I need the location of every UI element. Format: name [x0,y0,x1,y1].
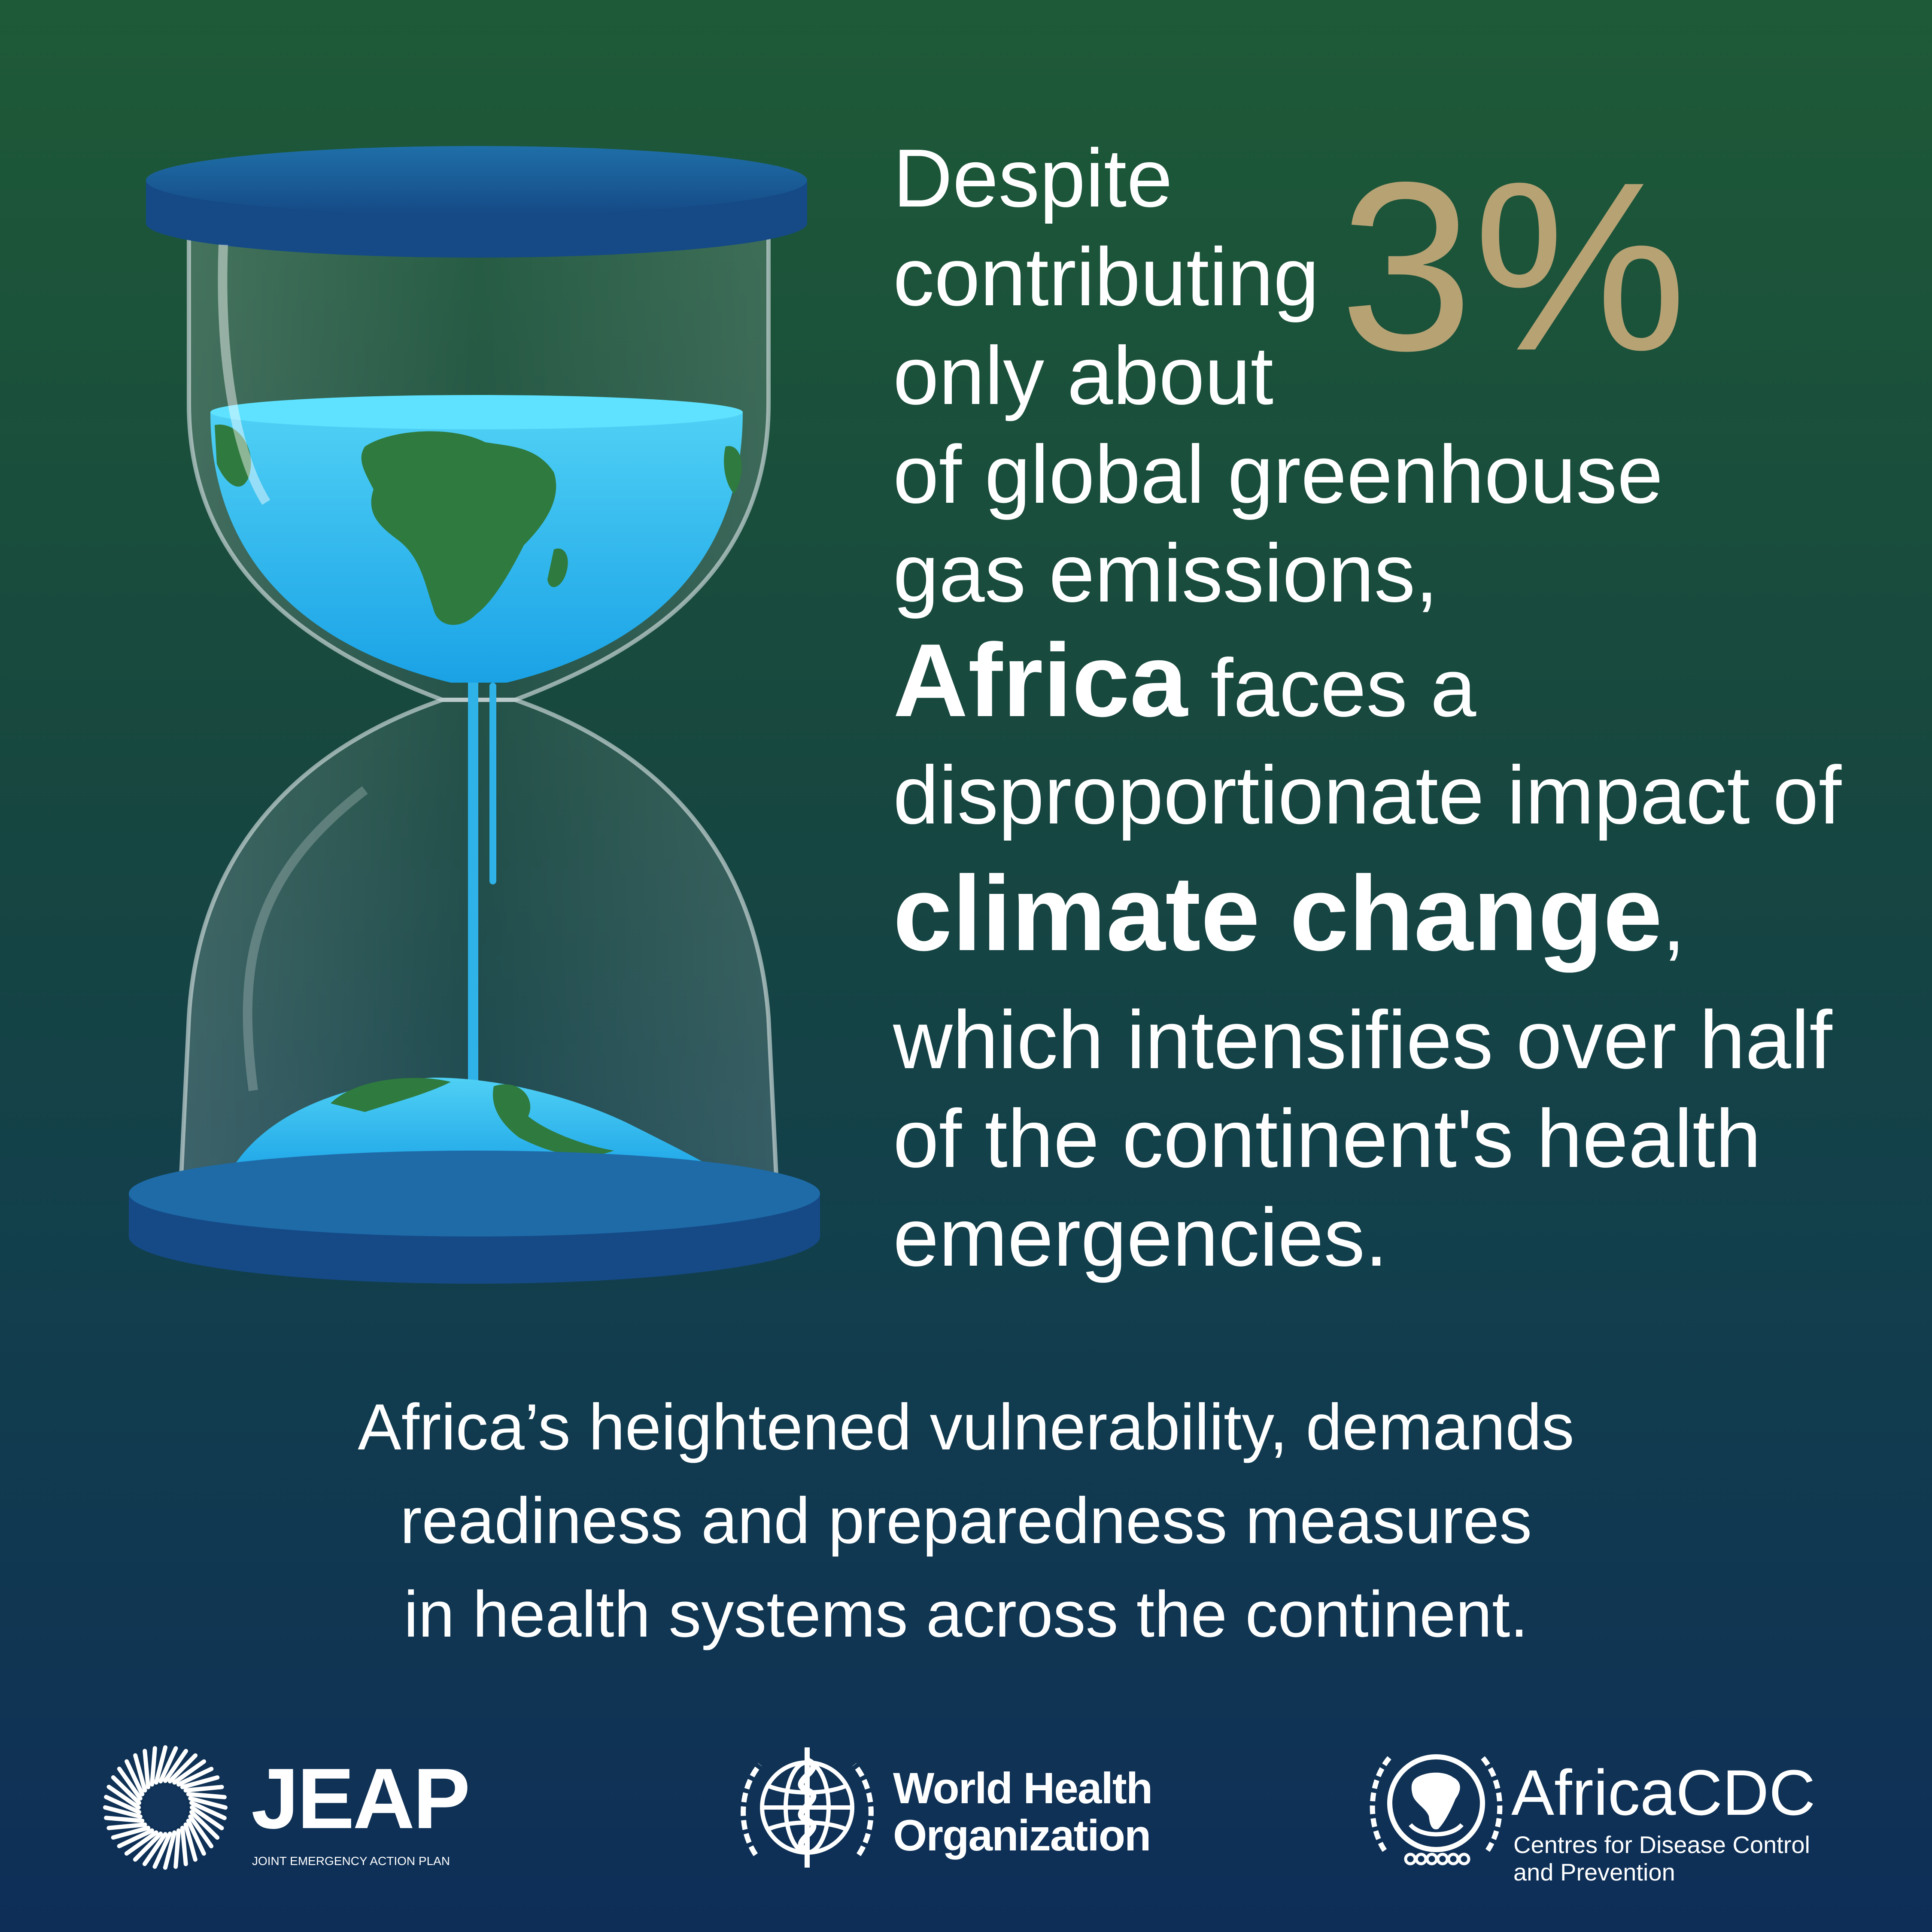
land-left-shape [215,424,251,487]
who-logo: World Health Organization [730,1730,1194,1885]
statement-line-9: which intensifies over half [893,993,1832,1086]
jeap-ray [180,1775,220,1789]
jeap-ray [186,1819,206,1856]
jeap-ray [154,1745,168,1785]
africa-continent-shape [361,431,556,625]
jeap-logo: JEAP JOINT EMERGENCY ACTION PLAN [97,1730,483,1885]
bottom-line-3: in health systems across the continent. [404,1578,1528,1651]
statement-line-11: emergencies. [893,1191,1388,1283]
jeap-ray [176,1767,214,1787]
africa-cdc-subtitle-1: Centres for Disease Control [1513,1831,1810,1858]
jeap-ray [163,1749,188,1783]
jeap-subtitle: JOINT EMERGENCY ACTION PLAN [252,1854,450,1868]
jeap-ray [180,1826,188,1866]
jeap-ray [152,1832,172,1869]
percent-figure: 3% [1340,132,1687,401]
main-statement: Despite contributing only about 3% of gl… [893,129,1898,1287]
water-surface [210,395,743,429]
africa-cdc-emblem-icon [1370,1754,1503,1865]
jeap-ray [188,1796,228,1810]
statement-line-8: climate change, [893,849,1898,986]
jeap-ray [117,1766,143,1801]
jeap-title: JEAP [251,1751,470,1847]
water-drip [489,683,496,884]
land-right-shape [724,446,742,494]
statement-intro: Despite contributing only about 3% [893,129,1898,425]
madagascar-shape [547,548,568,587]
statement-line-5: gas emissions, [893,527,1438,619]
land-pile-shape [331,1078,451,1112]
jeap-ray [143,1749,151,1789]
jeap-ray [111,1775,141,1805]
who-name-line-1: World Health [893,1764,1153,1813]
jeap-ray [188,1814,214,1849]
jeap-ray [158,1746,178,1783]
who-name-line-2: Organization [893,1811,1151,1860]
statement-line-1: Despite [893,132,1173,224]
jeap-ray [172,1759,207,1785]
hourglass-illustration [129,146,820,1284]
jeap-ray [167,1753,198,1783]
jeap-ray [133,1832,163,1862]
jeap-ray [133,1753,147,1793]
comma-text: , [1662,875,1686,968]
jeap-sunburst-icon [103,1745,228,1870]
africa-emphasis: Africa [893,623,1188,738]
jeap-ray [173,1828,181,1869]
water-stream [468,683,478,1151]
africa-cdc-subtitle-2: and Prevention [1513,1859,1675,1886]
jeap-ray [183,1785,224,1793]
top-cap-top [146,146,807,215]
jeap-ray [117,1828,154,1848]
bottom-statement: Africa’s heightened vulnerability, deman… [0,1380,1932,1661]
jeap-ray [106,1822,147,1830]
statement-line-4: of global greenhouse [893,428,1663,520]
bottom-line-2: readiness and preparedness measures [400,1484,1532,1557]
jeap-ray [190,1805,224,1831]
jeap-ray [106,1784,141,1810]
jeap-ray [103,1805,143,1819]
jeap-ray [189,1810,220,1840]
who-emblem-icon [741,1747,874,1868]
jeap-ray [142,1832,167,1866]
statement-line-2: contributing [893,231,1319,323]
statement-line-3: only about [893,329,1274,422]
land-pile-shape-2 [493,1084,614,1156]
statement-line-6: Africa faces a [893,623,1898,746]
jeap-ray [124,1830,158,1856]
jeap-ray [125,1759,145,1796]
jeap-ray [183,1822,197,1862]
statement-line-7: disproportionate impact of [893,749,1842,841]
climate-change-emphasis: climate change [893,854,1662,973]
africa-cdc-title: AfricaCDC [1511,1756,1816,1829]
glass-highlight-lower [243,786,368,1091]
jeap-ray [189,1801,227,1820]
faces-text: faces a [1187,641,1476,734]
glass-highlight [218,244,270,505]
africa-cdc-logo: AfricaCDC Centres for Disease Control an… [1365,1730,1846,1886]
statement-line-10: of the continent's health [893,1092,1762,1185]
bottom-base-top [129,1151,820,1236]
jeap-ray [163,1830,177,1870]
bottom-line-1: Africa’s heightened vulnerability, deman… [358,1391,1574,1464]
jeap-ray [104,1795,141,1814]
jeap-ray [186,1792,227,1799]
jeap-ray [111,1826,151,1840]
jeap-ray [104,1816,145,1823]
jeap-ray [150,1746,157,1787]
